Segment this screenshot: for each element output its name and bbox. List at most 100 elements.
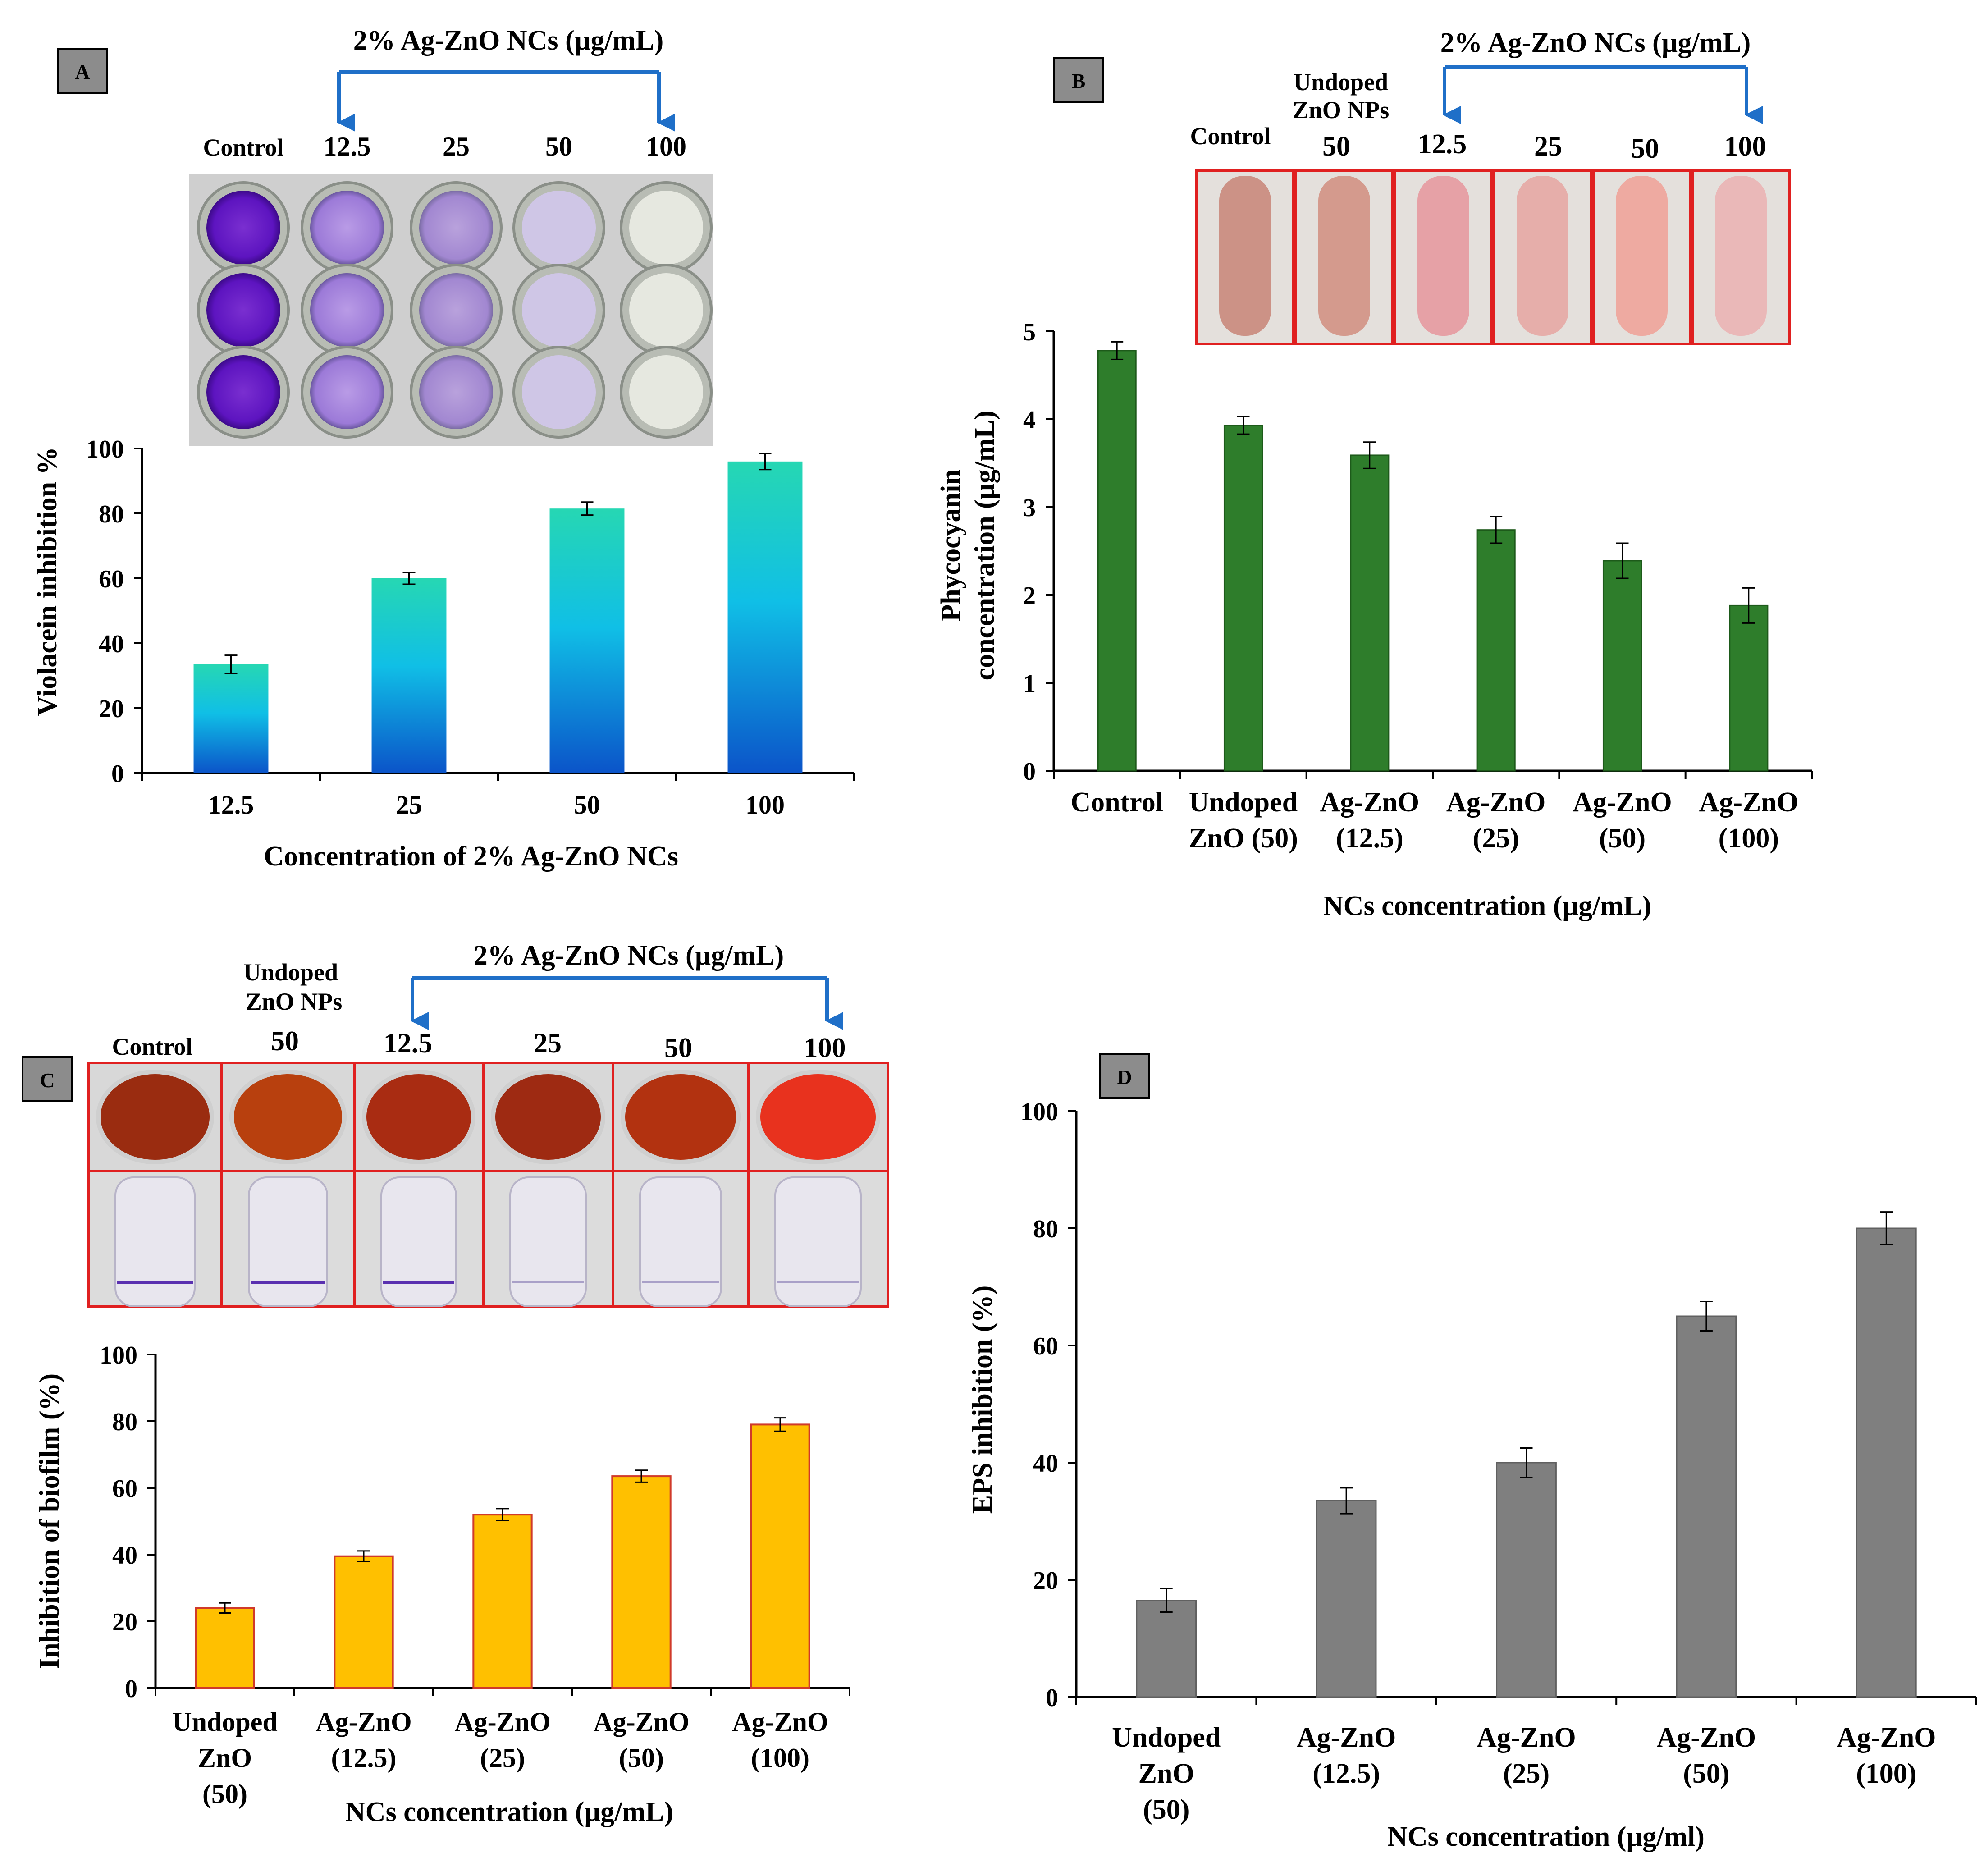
panel-c-chart: 0 20 40 60 80 100 Undoped ZnO (50) Ag-ZnO (12.5) Ag… [34, 1341, 850, 1827]
panel-b-photo-label: 100 [1724, 131, 1766, 162]
panel-b-y-tick-label: 2 [1023, 582, 1036, 610]
panel-b-category-label: Ag-ZnO [1699, 787, 1798, 818]
panel-c-bar [472, 1514, 533, 1689]
panel-c-bar [195, 1607, 255, 1689]
panel-c: C 2% Ag-ZnO NCs (µg/mL) Control Undoped … [22, 940, 889, 1827]
panel-d-category-label: Ag-ZnO [1837, 1722, 1936, 1753]
panel-c-plate [491, 1070, 605, 1164]
panel-d: D 0 20 40 60 80 100 Undoped ZnO (50) Ag-ZnO (12.5)… [967, 1053, 1977, 1852]
panel-a-well [206, 355, 280, 429]
panel-d-y-tick-label: 0 [1046, 1684, 1058, 1712]
panel-c-category-label: (100) [751, 1743, 809, 1773]
panel-c-letter: C [40, 1069, 55, 1092]
panel-b-y-tick-label: 3 [1023, 494, 1036, 522]
panel-d-category-label: (100) [1856, 1758, 1916, 1789]
panel-c-y-tick-label: 100 [100, 1341, 137, 1369]
panel-c-category-label: Ag-ZnO [593, 1707, 689, 1737]
panel-a-photo-label: Control [203, 134, 283, 161]
panel-b-y-tick-label: 5 [1023, 318, 1036, 346]
panel-d-bar [1496, 1462, 1557, 1698]
panel-a-x-label: Concentration of 2% Ag-ZnO NCs [264, 841, 678, 872]
panel-a-bar [727, 461, 803, 773]
panel-d-bar [1856, 1227, 1917, 1698]
panel-a-well [206, 273, 280, 347]
panel-a-well-plate-photo [189, 174, 713, 446]
panel-a-category-label: 100 [745, 790, 785, 819]
panel-b-bar [1223, 425, 1263, 772]
panel-d-category-label: (50) [1683, 1758, 1729, 1789]
panel-c-photo-label: ZnO NPs [246, 988, 343, 1015]
panel-c-badge [22, 1056, 73, 1102]
panel-b-category-label: Undoped [1189, 787, 1298, 818]
panel-d-category-label: ZnO [1138, 1758, 1194, 1789]
panel-d-category-label: Ag-ZnO [1477, 1722, 1576, 1753]
panel-c-y-tick-label: 20 [112, 1608, 137, 1636]
panel-b-y-label: Phycocyanin [936, 469, 966, 622]
panel-a-y-tick-label: 20 [99, 695, 124, 723]
panel-c-plate-and-tube-photos [87, 1062, 889, 1308]
panel-c-photo-label: 25 [534, 1028, 562, 1059]
panel-a-well [419, 355, 493, 429]
panel-b-y-tick-label: 1 [1023, 670, 1036, 698]
panel-d-bar [1676, 1315, 1737, 1698]
panel-b-photo-label: 50 [1322, 131, 1350, 162]
panel-c-y-tick-label: 60 [112, 1475, 137, 1503]
panel-b-category-label: (25) [1473, 823, 1519, 854]
panel-c-tube [380, 1176, 457, 1307]
panel-a-well [522, 273, 596, 347]
panel-c-category-label: ZnO [198, 1743, 252, 1773]
panel-b-bar [1602, 560, 1642, 772]
panel-b-tube [1715, 176, 1767, 336]
panel-b-photo-label: 50 [1631, 133, 1659, 164]
panel-d-category-label: (50) [1143, 1794, 1189, 1825]
panel-b-photo-label: ZnO NPs [1293, 96, 1390, 124]
panel-d-letter: D [1117, 1066, 1132, 1089]
panel-b-bar [1097, 350, 1137, 772]
panel-b-header: 2% Ag-ZnO NCs (µg/mL) [1440, 27, 1751, 58]
panel-a-category-label: 12.5 [208, 790, 254, 819]
panel-a-header: 2% Ag-ZnO NCs (µg/mL) [353, 25, 663, 56]
panel-a-photo-label: 25 [443, 132, 470, 161]
panel-c-x-label: NCs concentration (µg/mL) [345, 1797, 673, 1827]
panel-c-category-label: Ag-ZnO [315, 1707, 411, 1737]
panel-c-plate [621, 1070, 741, 1164]
panel-a-y-tick-label: 80 [99, 500, 124, 528]
panel-b-tube [1517, 176, 1568, 336]
panel-a-well [629, 191, 703, 265]
panel-c-y-tick-label: 80 [112, 1408, 137, 1436]
panel-b-x-label: NCs concentration (µg/mL) [1323, 891, 1651, 921]
panel-b-category-label: Ag-ZnO [1320, 787, 1419, 818]
panel-c-category-label: Ag-ZnO [454, 1707, 550, 1737]
panel-c-tube [248, 1176, 328, 1307]
panel-c-category-label: (12.5) [331, 1743, 397, 1773]
panel-c-bar [750, 1423, 810, 1689]
panel-a-y-tick-label: 100 [86, 435, 124, 463]
panel-c-tube [114, 1176, 196, 1307]
panel-d-y-label: EPS inhibition (%) [967, 1286, 998, 1514]
panel-a-badge [57, 48, 108, 94]
panel-b-category-label: Ag-ZnO [1446, 787, 1545, 818]
panel-a-letter: A [75, 60, 90, 83]
panel-a-well [310, 191, 384, 265]
panel-c-photo-label: 100 [804, 1033, 846, 1063]
panel-d-y-tick-label: 80 [1033, 1215, 1058, 1243]
panel-a-photo-label: 100 [646, 132, 686, 161]
panel-c-photo-label: Control [112, 1033, 192, 1060]
panel-c-category-label: (25) [480, 1743, 525, 1773]
panel-c-y-label: Inhibition of biofilm (%) [34, 1373, 65, 1669]
panel-b-bar [1476, 529, 1516, 772]
panel-b-category-label: (50) [1599, 823, 1646, 854]
panel-b-tube [1616, 176, 1668, 336]
panel-b: B 2% Ag-ZnO NCs (µg/mL) Control Undoped … [936, 27, 1813, 921]
panel-a-bar [371, 578, 447, 773]
panel-c-plate [362, 1070, 475, 1164]
panel-d-y-tick-label: 40 [1033, 1450, 1058, 1478]
panel-b-photo-label: Control [1190, 123, 1271, 150]
panel-d-x-label: NCs concentration (µg/ml) [1387, 1821, 1705, 1852]
panel-b-y-tick-label: 4 [1023, 406, 1036, 434]
panel-c-photo-label: 12.5 [384, 1028, 433, 1059]
panel-b-tube [1318, 176, 1370, 336]
panel-c-plate [756, 1070, 880, 1164]
panel-c-header: 2% Ag-ZnO NCs (µg/mL) [474, 940, 784, 971]
